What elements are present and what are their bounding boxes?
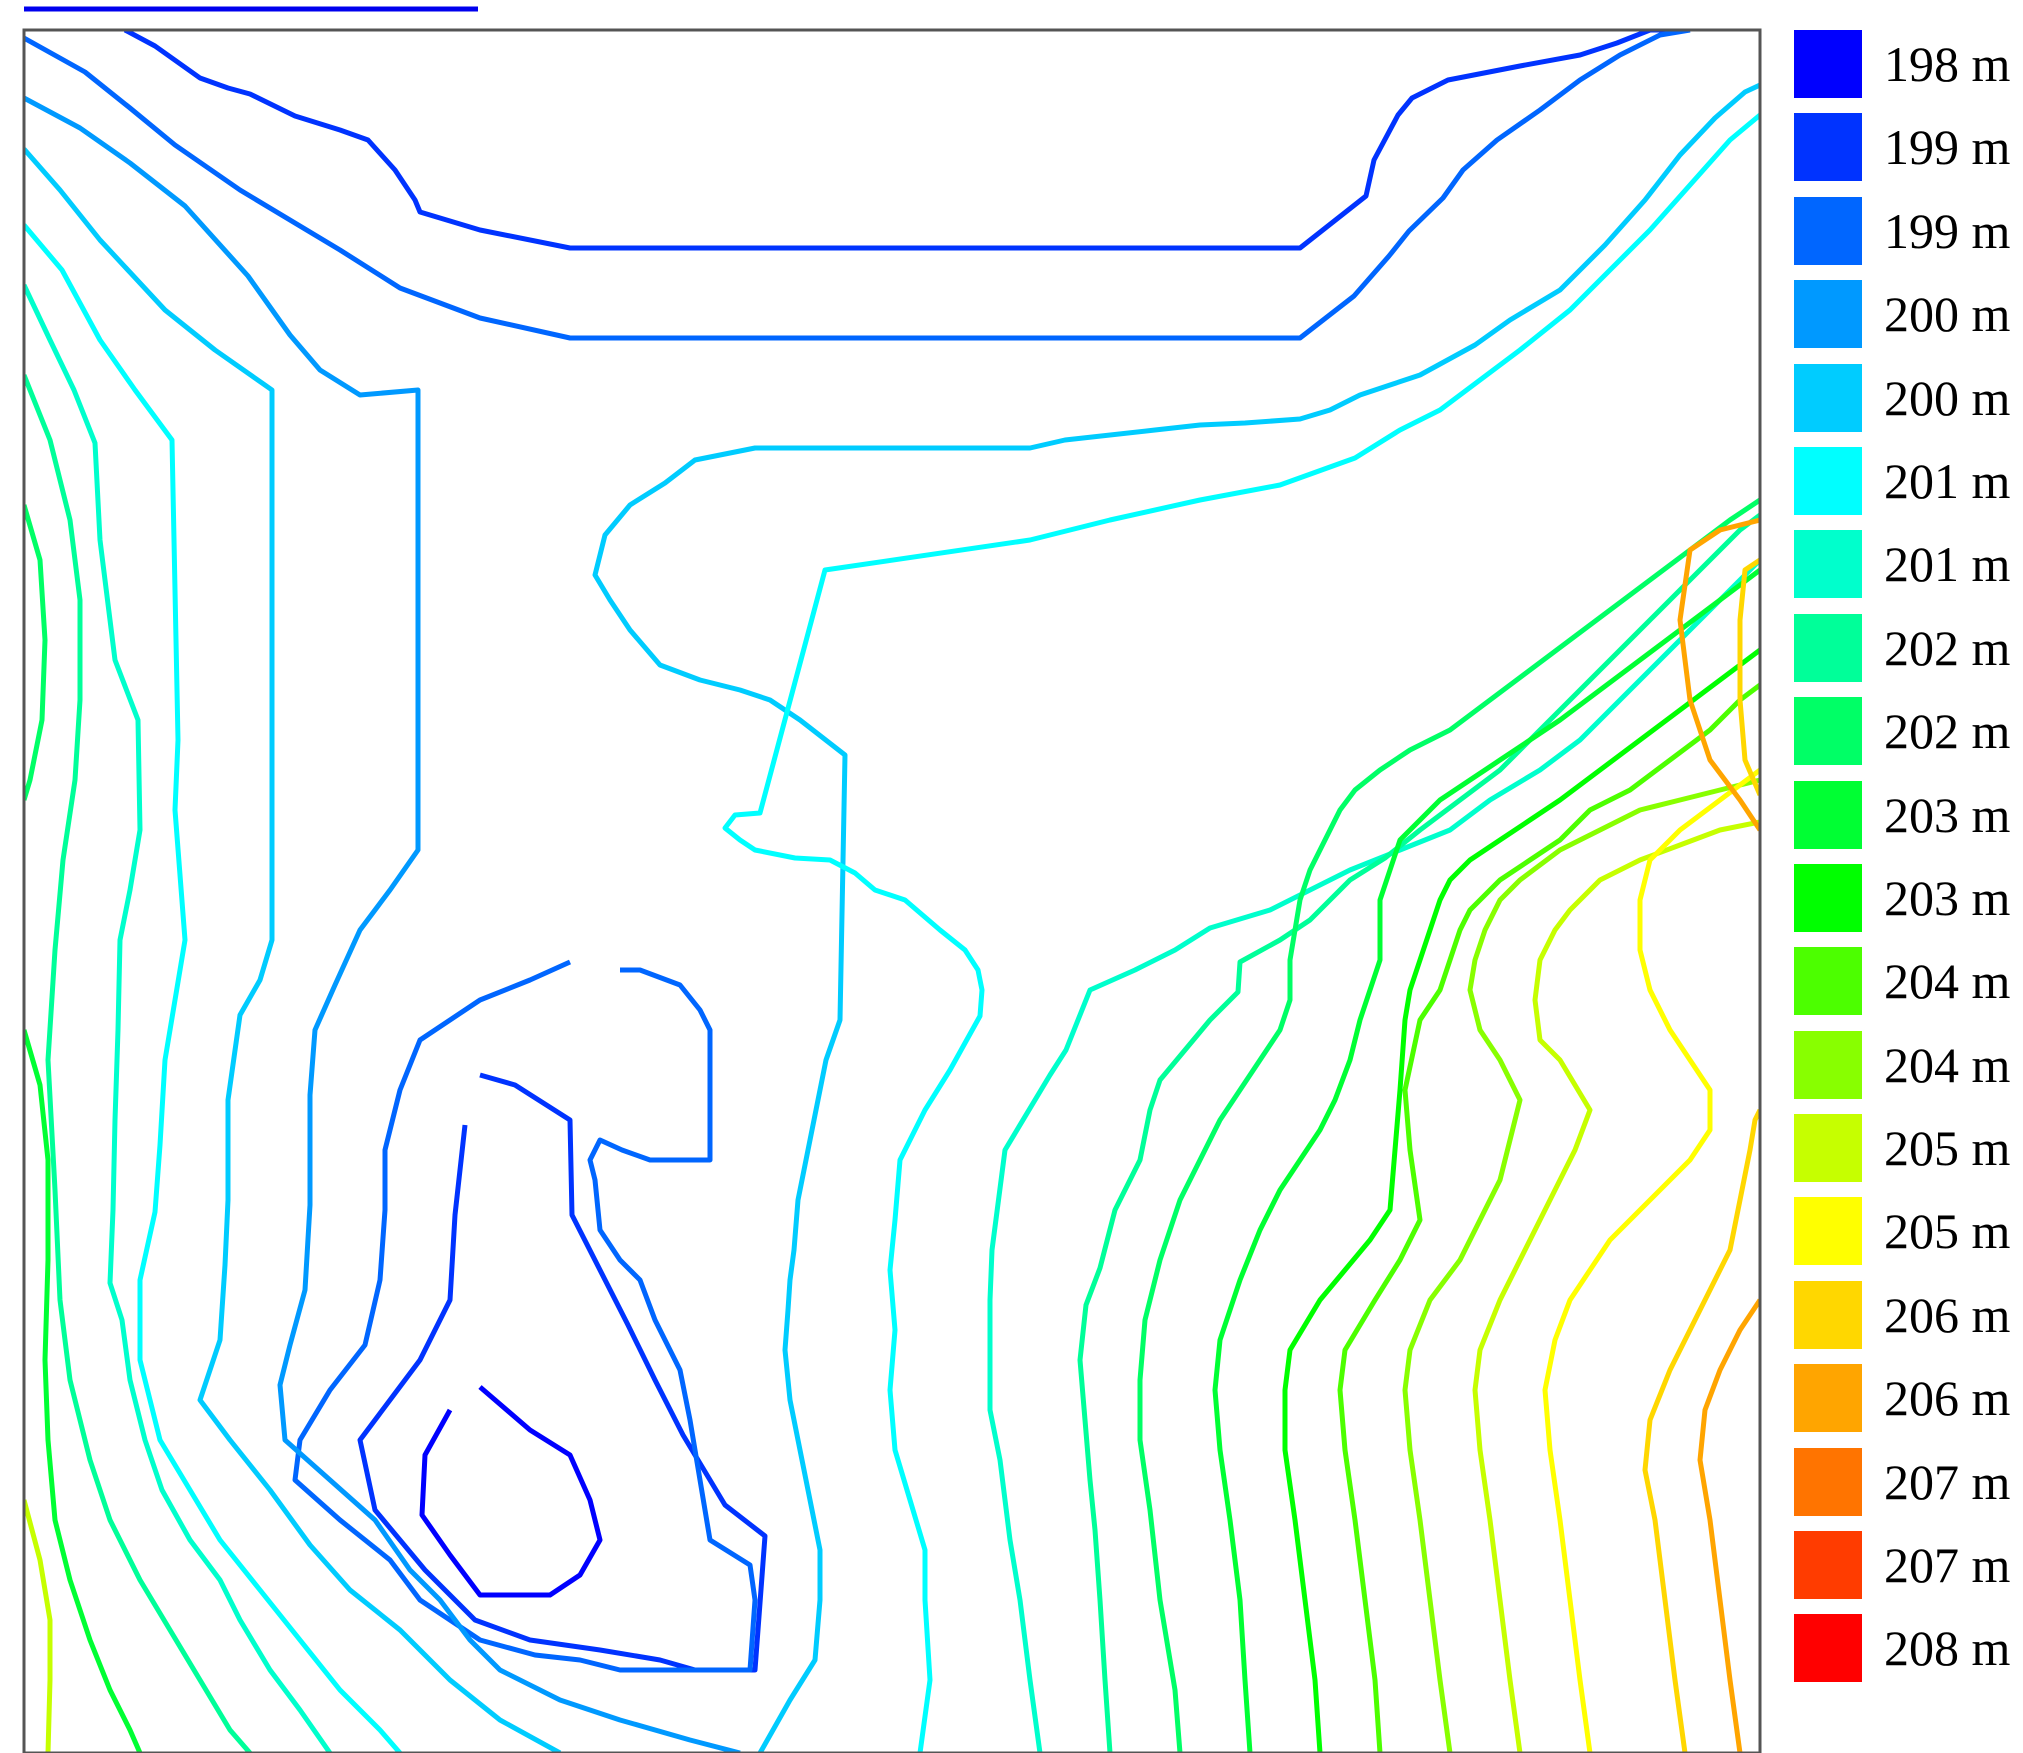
legend-label: 204 m	[1884, 953, 2011, 1010]
legend-label: 203 m	[1884, 869, 2011, 926]
legend-label: 207 m	[1884, 1537, 2011, 1594]
legend-label: 204 m	[1884, 1036, 2011, 1093]
plot-frame	[22, 28, 1762, 1753]
legend-swatch	[1794, 1114, 1862, 1183]
contour-line	[1472, 819, 1760, 1753]
contour-line	[24, 223, 402, 1753]
legend-swatch	[1794, 1531, 1862, 1600]
contour-line	[24, 1029, 143, 1753]
legend-label: 200 m	[1884, 369, 2011, 426]
legend-swatch	[1794, 196, 1862, 265]
legend-label: 200 m	[1884, 286, 2011, 343]
legend-swatch	[1794, 113, 1862, 182]
legend-swatch	[1794, 1614, 1862, 1683]
legend-swatch	[1794, 613, 1862, 682]
contour-line	[24, 374, 252, 1753]
contour-line	[1077, 513, 1760, 1753]
contour-line	[24, 95, 741, 1753]
legend-label: 201 m	[1884, 536, 2011, 593]
legend-label: 202 m	[1884, 703, 2011, 760]
contour-lines	[24, 30, 1760, 1753]
legend-label: 206 m	[1884, 1370, 2011, 1427]
contour-line	[24, 1499, 53, 1753]
legend-swatch	[1794, 280, 1862, 349]
contour-line	[1212, 568, 1760, 1753]
legend-label: 199 m	[1884, 119, 2011, 176]
legend-swatch	[1794, 530, 1862, 599]
legend-label: 208 m	[1884, 1620, 2011, 1677]
legend-swatch	[1794, 1197, 1862, 1266]
legend-swatch	[1794, 947, 1862, 1016]
contour-line	[1677, 517, 1760, 832]
legend-label: 207 m	[1884, 1453, 2011, 1510]
legend-swatch	[1794, 363, 1862, 432]
contour-line	[1282, 648, 1760, 1753]
contour-line	[24, 283, 333, 1753]
legend-swatch	[1794, 697, 1862, 766]
contour-line	[24, 30, 1691, 341]
contour-line	[24, 504, 48, 801]
contour-line	[1697, 1298, 1760, 1753]
legend-swatch	[1794, 30, 1862, 98]
contour-line	[1337, 683, 1760, 1753]
legend-swatch	[1794, 1364, 1862, 1433]
contour-line	[1542, 768, 1760, 1753]
contour-line	[722, 113, 1760, 1753]
legend-swatch	[1794, 1280, 1862, 1349]
legend-label: 206 m	[1884, 1286, 2011, 1343]
contour-line	[592, 82, 1760, 1753]
contour-line	[1137, 497, 1760, 1753]
legend-label: 199 m	[1884, 202, 2011, 259]
contour-line	[123, 30, 1690, 251]
legend-label: 202 m	[1884, 619, 2011, 676]
legend-label: 198 m	[1884, 36, 2011, 92]
contour-line	[1402, 777, 1760, 1753]
legend-swatch	[1794, 780, 1862, 849]
legend-label: 205 m	[1884, 1120, 2011, 1177]
contour-line	[1642, 1108, 1760, 1753]
legend-label: 201 m	[1884, 452, 2011, 509]
legend-swatch	[1794, 1447, 1862, 1516]
legend-label: 205 m	[1884, 1203, 2011, 1260]
contour-line	[419, 1385, 603, 1598]
contour-line	[292, 959, 758, 1673]
legend-swatch	[1794, 446, 1862, 515]
legend-swatch	[1794, 1030, 1862, 1099]
contour-line	[24, 147, 562, 1753]
contour-line	[987, 558, 1760, 1753]
legend-label: 203 m	[1884, 786, 2011, 843]
legend-swatch	[1794, 863, 1862, 932]
contour-line	[1737, 557, 1760, 796]
